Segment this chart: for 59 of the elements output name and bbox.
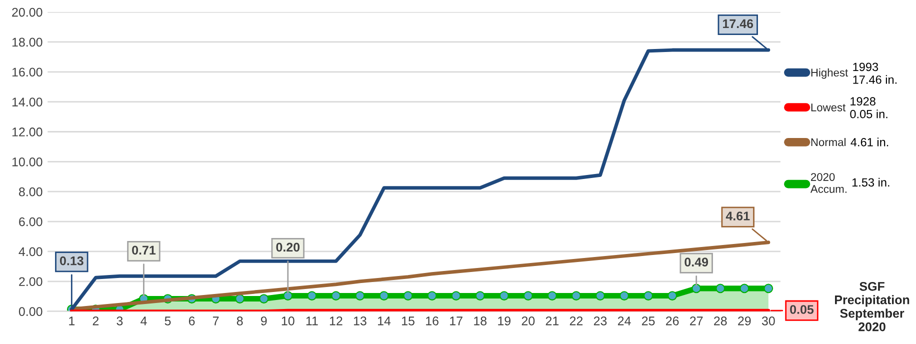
x-tick-label: 29 <box>738 316 751 326</box>
x-tick-label: 11 <box>306 316 318 326</box>
x-tick-label: 12 <box>330 316 342 326</box>
y-tick-label: 2.00 <box>19 277 42 286</box>
x-tick-label: 17 <box>450 316 462 326</box>
y-tick-label: 14.00 <box>12 98 42 106</box>
x-tick-label: 7 <box>212 316 219 326</box>
annotation: 17.46 <box>723 19 754 28</box>
y-tick-label: 4.00 <box>18 247 42 256</box>
x-tick-label: 27 <box>690 316 703 326</box>
legend-label: Lowest <box>811 104 846 112</box>
x-tick-label: 9 <box>260 316 267 326</box>
x-tick-label: 13 <box>354 316 366 326</box>
x-tick-label: 20 <box>522 316 535 326</box>
x-tick-label: 8 <box>236 316 243 326</box>
x-tick-label: 18 <box>474 316 487 326</box>
annotation: 0.20 <box>276 242 300 252</box>
x-tick-label: 22 <box>570 316 583 326</box>
x-tick-label: 19 <box>498 316 510 326</box>
annotation: 0.05 <box>790 305 814 314</box>
x-tick-label: 5 <box>164 316 171 326</box>
legend-label: Normal <box>811 138 846 146</box>
x-tick-label: 28 <box>714 316 727 326</box>
y-tick-label: 10.00 <box>12 157 42 166</box>
x-tick-label: 21 <box>546 316 559 326</box>
annotation: 0.49 <box>684 258 708 267</box>
annotation: 0.71 <box>132 246 156 255</box>
legend-label: 2020 Accum. <box>810 173 846 193</box>
x-tick-label: 4 <box>140 316 147 326</box>
x-tick-label: 15 <box>402 316 414 326</box>
y-tick-label: 8.00 <box>18 187 42 196</box>
y-tick-label: 0.00 <box>18 307 42 316</box>
x-tick-label: 10 <box>282 316 294 326</box>
x-tick-label: 23 <box>594 316 607 326</box>
x-tick-label: 24 <box>618 316 631 326</box>
x-tick-label: 30 <box>762 316 775 326</box>
x-tick-label: 1 <box>69 316 75 326</box>
text: 0.05 in. <box>850 110 888 118</box>
y-tick-label: 6.00 <box>19 217 42 226</box>
x-tick-label: 16 <box>426 316 438 326</box>
x-tick-label: 14 <box>378 316 391 326</box>
y-tick-label: 12.00 <box>12 128 42 136</box>
x-tick-label: 6 <box>188 316 195 326</box>
legend-label: Highest <box>811 68 848 79</box>
x-tick-label: 2 <box>92 316 99 326</box>
y-tick-label: 18.00 <box>12 38 42 47</box>
y-tick-label: 16.00 <box>12 68 42 77</box>
x-tick-label: 26 <box>666 316 679 326</box>
text: SGF Precipitation September 2020 <box>835 282 910 332</box>
annotation: 0.13 <box>60 256 84 266</box>
text: 1928 <box>850 97 876 106</box>
text: 4.61 in. <box>850 138 888 146</box>
annotation: 4.61 <box>726 212 750 220</box>
y-tick-label: 20.00 <box>12 8 42 17</box>
text: 17.46 in. <box>853 75 897 84</box>
x-tick-label: 3 <box>116 316 123 326</box>
text: 1993 <box>853 62 878 72</box>
x-tick-label: 25 <box>642 316 655 326</box>
text: 1.53 in. <box>852 178 890 187</box>
